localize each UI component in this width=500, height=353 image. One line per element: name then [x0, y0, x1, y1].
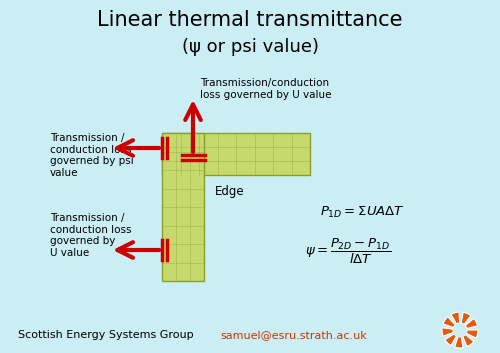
Text: Edge: Edge [215, 185, 244, 198]
Text: $\psi = \dfrac{P_{2D} - P_{1D}}{l\Delta T}$: $\psi = \dfrac{P_{2D} - P_{1D}}{l\Delta … [305, 237, 391, 266]
Text: Linear thermal transmittance: Linear thermal transmittance [97, 10, 403, 30]
Wedge shape [454, 337, 463, 348]
Text: Transmission/conduction
loss governed by U value: Transmission/conduction loss governed by… [200, 78, 332, 100]
Bar [162, 133, 204, 281]
Text: samuel@esru.strath.ac.uk: samuel@esru.strath.ac.uk [220, 330, 367, 340]
Circle shape [453, 323, 467, 337]
Wedge shape [466, 318, 477, 328]
Bar [162, 133, 310, 175]
Text: Scottish Energy Systems Group: Scottish Energy Systems Group [18, 330, 194, 340]
Wedge shape [443, 317, 455, 328]
Text: Transmission /
conduction loss
governed by
U value: Transmission / conduction loss governed … [50, 213, 132, 258]
Wedge shape [461, 312, 471, 324]
Wedge shape [445, 334, 456, 346]
Wedge shape [462, 335, 474, 347]
Text: Transmission /
conduction loss
governed by psi
value: Transmission / conduction loss governed … [50, 133, 134, 178]
Wedge shape [451, 312, 460, 324]
Text: (ψ or psi value): (ψ or psi value) [182, 38, 318, 56]
Wedge shape [442, 328, 454, 336]
Text: $P_{1D} = \Sigma UA\Delta T$: $P_{1D} = \Sigma UA\Delta T$ [320, 205, 405, 220]
Wedge shape [466, 330, 478, 338]
